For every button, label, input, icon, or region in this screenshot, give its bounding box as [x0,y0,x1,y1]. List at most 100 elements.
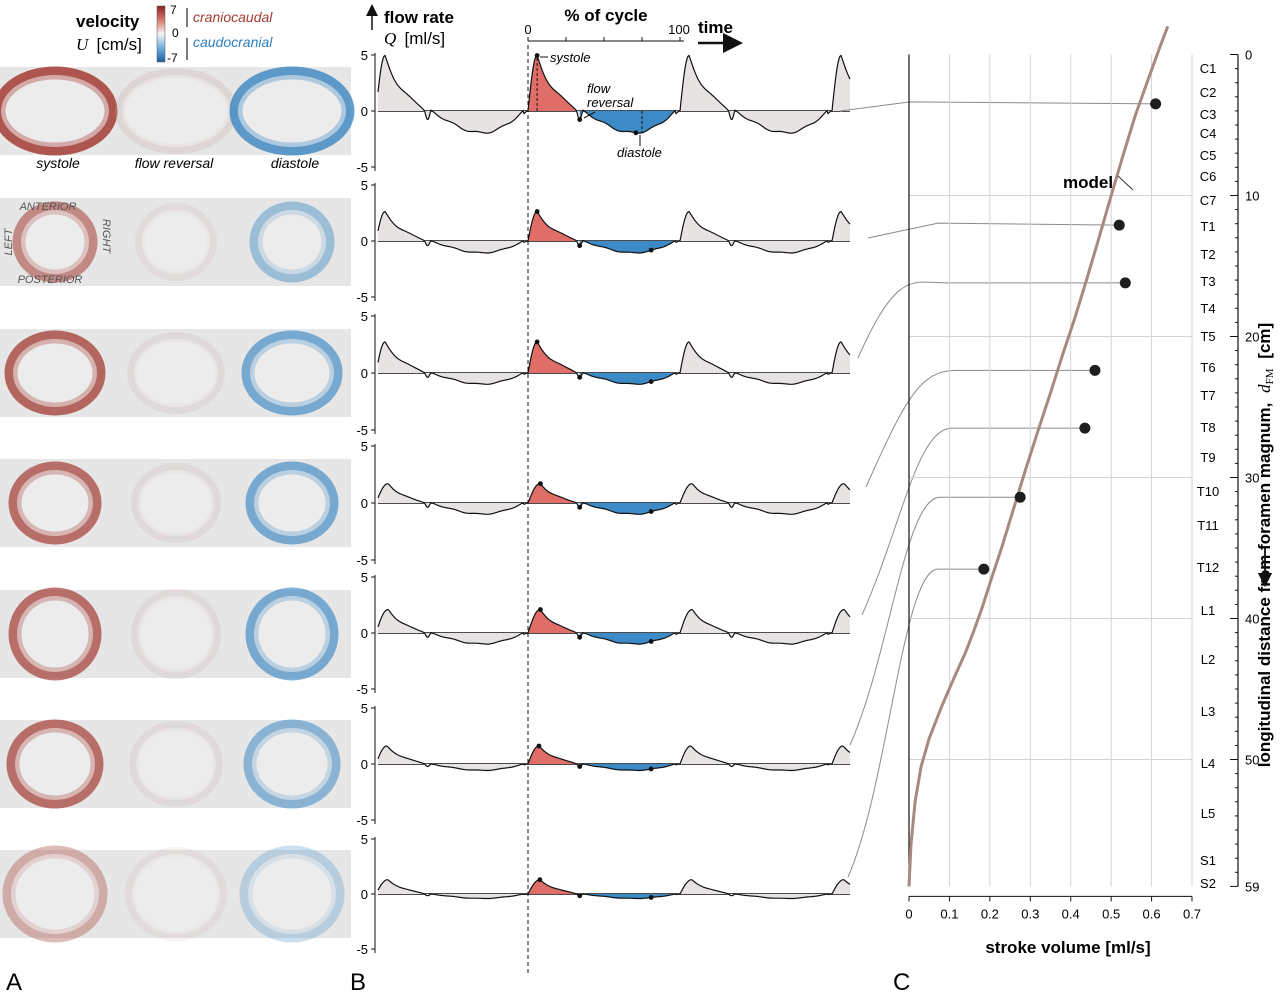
x-tick-label: 0.6 [1143,906,1161,921]
y-axis-title: longitudinal distance from foramen magnu… [1255,323,1276,768]
cycle-tick-0: 0 [524,22,531,37]
flow-reversal-marker [577,243,583,249]
trace-y-tick-label: -5 [356,942,368,957]
model-curve [907,25,1170,887]
panel-c: 0 0.1 0.2 0.3 0.4 0.5 0.6 0.7 0 10 20 30 40 50 59 C1 C2 C… [893,25,1276,995]
flow-reversal-marker [577,504,583,510]
trace-y-tick-label: 0 [361,887,368,902]
y-tick-label: 50 [1245,753,1259,768]
trace-y-tick-label: 5 [361,570,368,585]
velocity-map-core [15,728,95,800]
stroke-volume-point [1089,364,1101,376]
diastole-marker [633,130,639,136]
cycle-axis-label: % of cycle [564,6,647,25]
trace-neutral-fill [378,55,850,134]
flow-reversal-marker [577,117,583,122]
velocity-map-ring [125,847,227,941]
flow-trace-panel: 5 0 -5 [356,309,851,438]
diastole-marker [648,766,654,772]
velocity-map-ring [4,330,106,416]
axes: 0 0.1 0.2 0.3 0.4 0.5 0.6 0.7 0 10 20 30 40 50 59 C1 C2 C… [905,48,1259,922]
trace-diastole-fill [579,503,676,515]
ann-systole: systole [550,50,590,65]
velocity-legend: velocity U [cm/s] 7 0 -7 craniocaudal ca… [76,3,273,65]
colorbar-tick-max: 7 [170,3,177,17]
systole-marker [538,481,543,487]
x-tick-label: 0.7 [1183,906,1201,921]
panel-label-b: B [350,969,366,995]
panel-b: flow rate Q [ml/s] % of cycle 0 100 time… [350,4,851,995]
vertebra-label: L1 [1201,603,1215,618]
vertebra-label: C1 [1200,61,1217,76]
velocity-map-core [248,854,336,934]
x-tick-label: 0.4 [1062,906,1080,921]
systole-marker [536,743,542,749]
trace-y-tick-label: 5 [361,439,368,454]
legend-neg-label: caudocranial [193,34,273,50]
vertebra-label: T10 [1197,484,1219,499]
vertebra-label: C6 [1200,169,1217,184]
velocity-map-ring [135,203,217,281]
trace-y-tick-label: 5 [361,178,368,193]
connector-line [867,222,1120,239]
y-axis-title-main: longitudinal distance from foramen magnu… [1255,403,1274,768]
colorbar-tick-zero: 0 [172,26,179,40]
flow-trace-panel: 5 0 -5 [356,832,851,957]
panel-label-a: A [6,969,22,995]
y-axis-title-sub: FM [1264,368,1276,384]
velocity-map-strip [0,587,351,681]
vertebra-label: S2 [1200,876,1216,891]
panel-label-c: C [893,969,910,995]
trace-y-tick-label: 0 [361,104,368,119]
x-tick-label: 0 [905,906,912,921]
trace-neutral-fill [378,746,850,771]
flow-reversal-marker [577,634,583,640]
vertebra-label: T12 [1197,560,1219,575]
stroke-volume-point [1119,277,1131,289]
trace-systole-fill [528,483,580,503]
stroke-volume-point [978,563,990,575]
velocity-map-ring [131,463,221,543]
stroke-volume-point [1014,491,1026,503]
vertebra-label: L3 [1201,704,1215,719]
velocity-map-ring [2,845,108,943]
velocity-map-ring [6,719,104,809]
velocity-map-ring [8,587,102,681]
col-label-systole: systole [36,155,80,171]
connector-line [839,101,1156,112]
stroke-volume-points [978,98,1162,575]
connector-line [857,281,1126,359]
trace-systole-fill [528,609,580,633]
trace-y-tick-label: -5 [356,813,368,828]
ann-flow-reversal-1: flow [587,81,612,96]
vertebra-label: C4 [1200,126,1217,141]
velocity-map-core [238,75,346,147]
trace-y-tick-label: 0 [361,496,368,511]
trace-y-tick-label: 5 [361,832,368,847]
trace-line [377,54,851,134]
legend-unit: [cm/s] [97,35,142,54]
velocity-map-strip [0,66,355,156]
velocity-map-core [132,854,220,934]
trace-diastole-fill [579,111,676,134]
velocity-map-core [142,210,210,274]
vertebra-label: C5 [1200,148,1217,163]
ann-flow-reversal-leader [583,111,596,119]
trace-to-point-connectors [839,101,1156,878]
y-tick-label: 30 [1245,471,1259,486]
orientation-right: RIGHT [100,219,112,255]
velocity-map-ring [249,201,335,283]
velocity-map-core [258,210,326,274]
systole-marker [534,209,540,214]
colorbar [156,5,166,63]
velocity-map-core [11,854,99,934]
velocity-map-ring [0,66,118,156]
orientation-posterior: POSTERIOR [18,274,83,286]
velocity-map-strips [0,66,355,943]
b-ylabel-line2: Q [ml/s] [384,29,445,48]
trace-y-tick-label: 5 [361,309,368,324]
velocity-map-core [17,470,93,536]
trace-line [377,341,851,385]
x-axis-title: stroke volume [ml/s] [985,938,1150,957]
legend-symbol-line: U [cm/s] [76,35,142,54]
